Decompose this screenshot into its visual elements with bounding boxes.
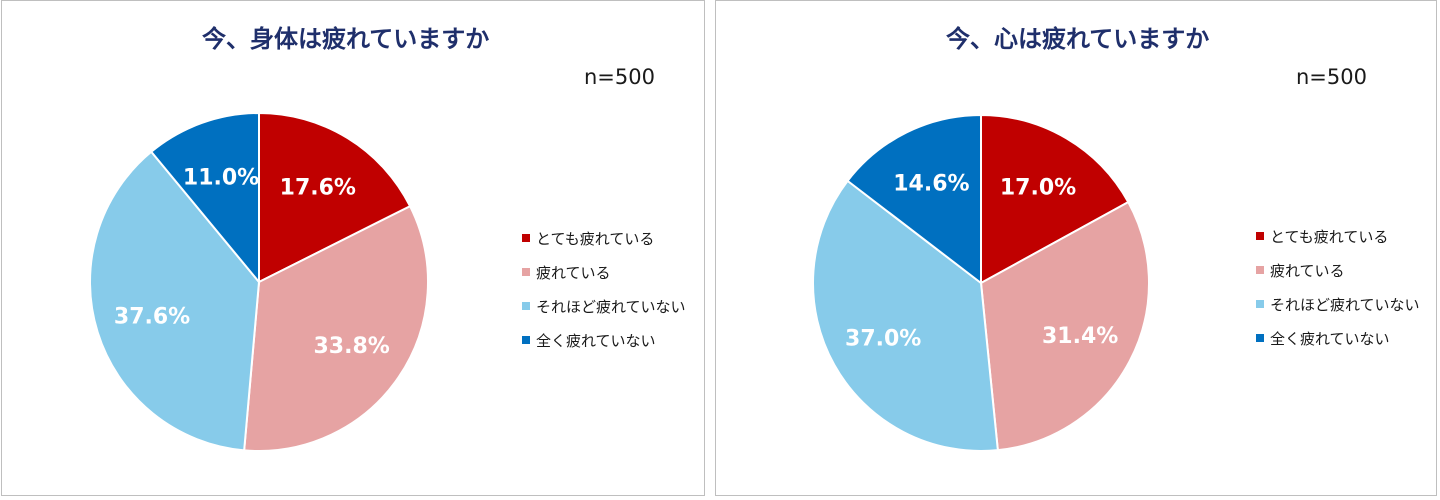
pie-slice xyxy=(149,111,260,285)
legend-item: それほど疲れていない xyxy=(522,289,686,323)
legend-swatch xyxy=(1256,300,1264,308)
legend-swatch xyxy=(522,336,530,344)
legend-label: とても疲れている xyxy=(536,229,655,248)
sample-size-label: n=500 xyxy=(1296,65,1367,89)
pie-slice xyxy=(258,111,412,284)
pie-slice xyxy=(243,204,429,452)
legend-item: それほど疲れていない xyxy=(1256,287,1420,321)
chart-panel-body: 今、身体は疲れていますか n=500 17.6% 33.8% 37.6% 11.0% … xyxy=(1,0,705,496)
legend-label: 疲れている xyxy=(536,263,611,282)
chart-legend: とても疲れている 疲れているそれほど疲れていない 全く疲れていない xyxy=(522,221,686,357)
legend-label: 全く疲れていない xyxy=(1270,329,1390,348)
data-label: 37.6% xyxy=(114,304,190,329)
data-label: 11.0% xyxy=(183,166,259,191)
legend-item: 疲れている xyxy=(522,255,686,289)
chart-legend: とても疲れている 疲れているそれほど疲れていない 全く疲れていない xyxy=(1256,219,1420,355)
legend-swatch xyxy=(522,302,530,310)
pie-slice xyxy=(812,179,999,452)
legend-swatch xyxy=(1256,232,1264,240)
legend-label: 疲れている xyxy=(1270,261,1345,280)
legend-label: それほど疲れていない xyxy=(536,297,686,316)
legend-item: 疲れている xyxy=(1256,253,1420,287)
chart-title: 今、心は疲れていますか xyxy=(946,25,1210,53)
legend-swatch xyxy=(522,268,530,276)
sample-size-label: n=500 xyxy=(584,65,655,89)
pie-slice xyxy=(979,200,1150,452)
pie-chart: 17.6% 33.8% 37.6% 11.0% xyxy=(89,111,429,452)
pie-slice xyxy=(846,113,982,286)
legend-swatch xyxy=(1256,266,1264,274)
pie-slice xyxy=(89,150,261,452)
legend-item: とても疲れている xyxy=(1256,219,1420,253)
chart-panel-mind: 今、心は疲れていますか n=500 17.0% 31.4% 37.0% 14.6% と… xyxy=(715,0,1437,496)
legend-item: 全く疲れていない xyxy=(522,323,686,357)
legend-swatch xyxy=(1256,334,1264,342)
data-label: 17.6% xyxy=(280,176,356,201)
chart-title: 今、身体は疲れていますか xyxy=(202,25,490,53)
legend-swatch xyxy=(522,234,530,242)
legend-item: 全く疲れていない xyxy=(1256,321,1420,355)
data-label: 37.0% xyxy=(845,327,921,352)
legend-label: 全く疲れていない xyxy=(536,331,656,350)
pie-chart: 17.0% 31.4% 37.0% 14.6% xyxy=(812,113,1150,452)
legend-label: とても疲れている xyxy=(1270,227,1389,246)
data-label: 31.4% xyxy=(1042,324,1118,349)
data-label: 14.6% xyxy=(893,172,969,197)
data-label: 33.8% xyxy=(313,334,389,359)
legend-label: それほど疲れていない xyxy=(1270,295,1420,314)
legend-item: とても疲れている xyxy=(522,221,686,255)
pie-slice xyxy=(980,113,1130,285)
data-label: 17.0% xyxy=(1000,176,1076,201)
